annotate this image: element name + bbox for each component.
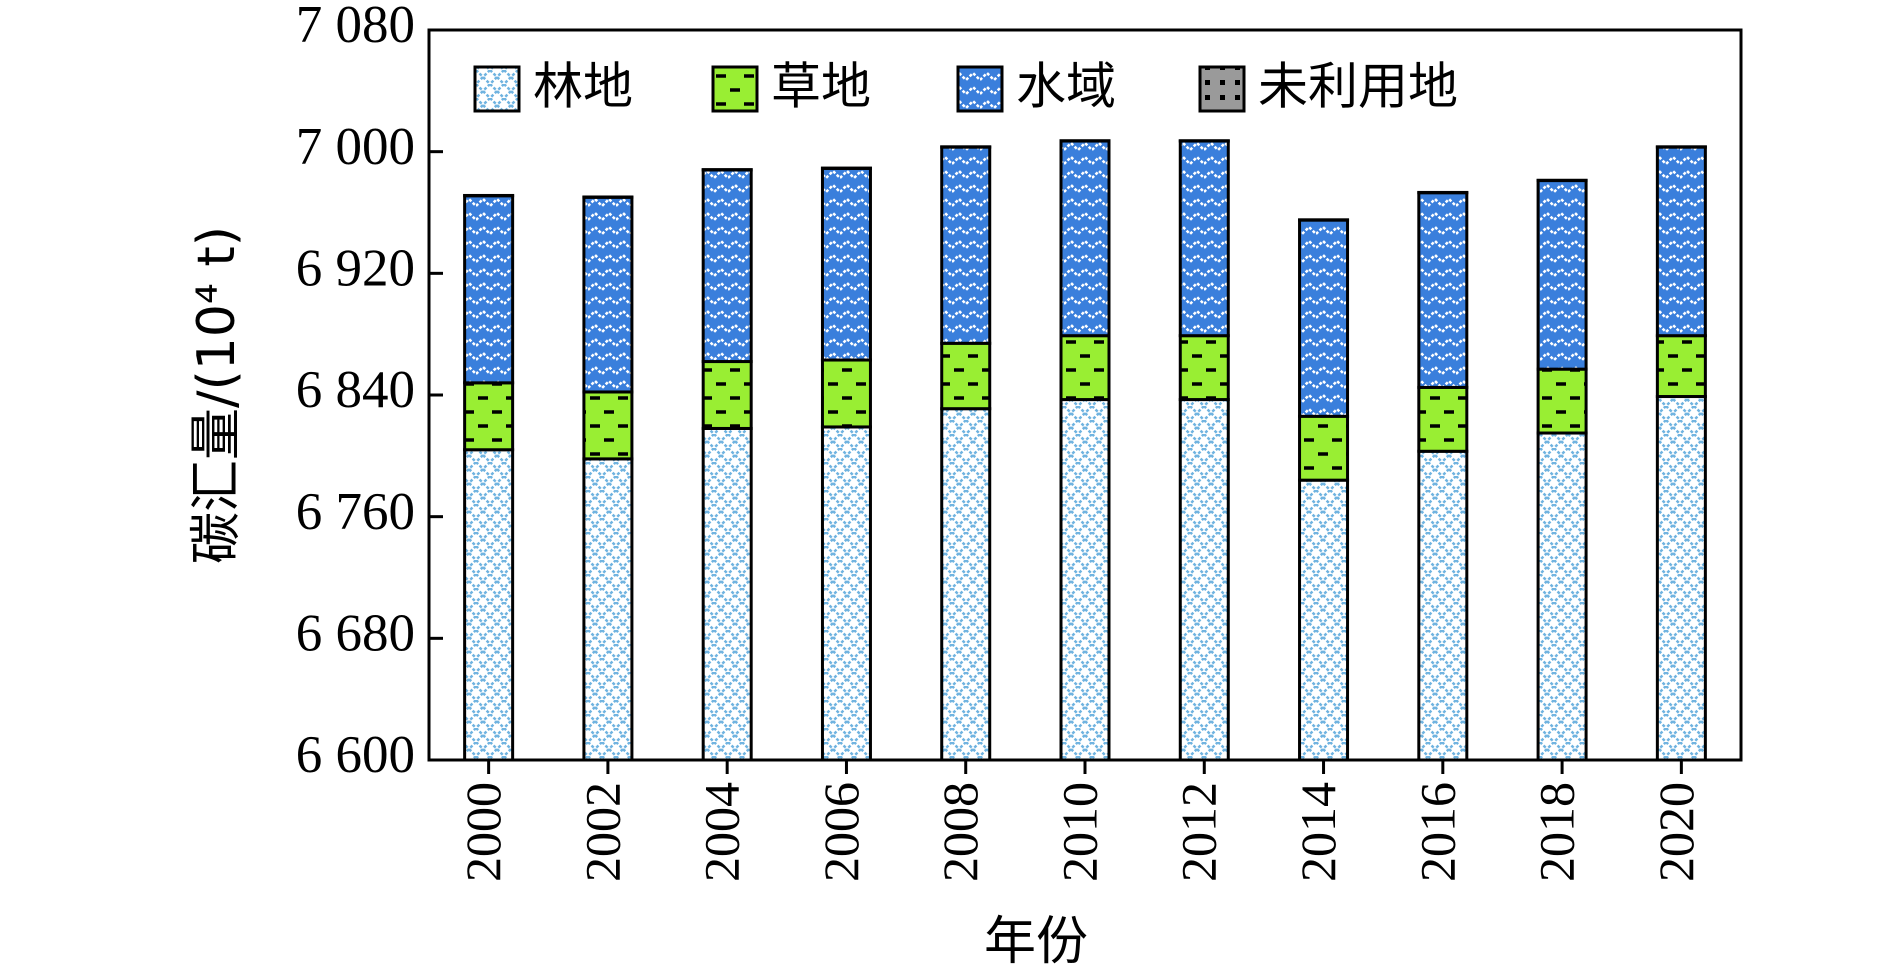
bar-segment xyxy=(940,407,992,762)
bar-segment xyxy=(1059,139,1111,338)
bar-segment xyxy=(1178,139,1230,338)
y-tick-label: 6 840 xyxy=(296,361,415,419)
bar-segment xyxy=(582,457,634,762)
bar-segment xyxy=(820,358,872,429)
bar-segment xyxy=(582,195,634,394)
x-tick-label: 2018 xyxy=(1529,782,1585,882)
bar-segment xyxy=(1536,179,1588,371)
bar-segment xyxy=(1655,145,1707,338)
bar-segment xyxy=(1059,334,1111,402)
bar-segment xyxy=(1298,478,1350,762)
bar-segment xyxy=(1536,367,1588,435)
bar-segment xyxy=(1417,449,1469,762)
bar-segment xyxy=(1059,398,1111,762)
x-tick-label: 2020 xyxy=(1648,782,1704,882)
bar-segment xyxy=(1178,398,1230,762)
y-tick-label: 6 680 xyxy=(296,604,415,662)
y-tick-label: 7 080 xyxy=(296,0,415,54)
x-tick-label: 2004 xyxy=(694,782,750,882)
x-axis-label: 年份 xyxy=(984,912,1088,972)
legend-label: 林地 xyxy=(533,58,633,116)
legend-swatch xyxy=(711,65,759,113)
x-tick-label: 2016 xyxy=(1409,782,1465,882)
bar-segment xyxy=(1655,395,1707,762)
x-tick-label: 2014 xyxy=(1290,782,1346,882)
bar-segment xyxy=(1655,334,1707,399)
y-tick-label: 6 760 xyxy=(296,483,415,541)
x-tick-label: 2006 xyxy=(813,782,869,882)
legend-swatch xyxy=(473,65,521,113)
y-tick-label: 6 920 xyxy=(296,239,415,297)
y-tick-label: 7 000 xyxy=(296,118,415,176)
bar-segment xyxy=(1417,385,1469,453)
plot-frame xyxy=(427,28,1743,762)
bar-segment xyxy=(463,448,515,762)
bar-segment xyxy=(463,194,515,385)
x-tick-label: 2002 xyxy=(574,782,630,882)
y-tick-label: 6 600 xyxy=(296,726,415,784)
bar-segment xyxy=(701,426,753,762)
x-tick-label: 2008 xyxy=(932,782,988,882)
bar-segment xyxy=(1417,191,1469,389)
bar-segment xyxy=(1298,414,1350,482)
x-tick-label: 2012 xyxy=(1171,782,1227,882)
legend-swatch xyxy=(1198,65,1246,113)
legend-swatch xyxy=(956,65,1004,113)
bar-segment xyxy=(701,168,753,364)
legend-label: 未利用地 xyxy=(1258,58,1458,116)
bar-segment xyxy=(463,381,515,452)
x-tick-label: 2000 xyxy=(455,782,511,882)
bar-segment xyxy=(940,145,992,345)
bar-segment xyxy=(820,166,872,362)
y-axis-label: 碳汇量/(10⁴ t) xyxy=(187,226,247,564)
legend-label: 水域 xyxy=(1016,58,1116,116)
bar-segment xyxy=(1298,218,1350,418)
bar-segment xyxy=(701,360,753,430)
bar-segment xyxy=(940,341,992,411)
legend-label: 草地 xyxy=(771,58,871,116)
bar-segment xyxy=(1536,431,1588,762)
bar-segment xyxy=(1178,334,1230,402)
bar-segment xyxy=(582,390,634,461)
bar-segment xyxy=(820,425,872,762)
x-tick-label: 2010 xyxy=(1051,782,1107,882)
